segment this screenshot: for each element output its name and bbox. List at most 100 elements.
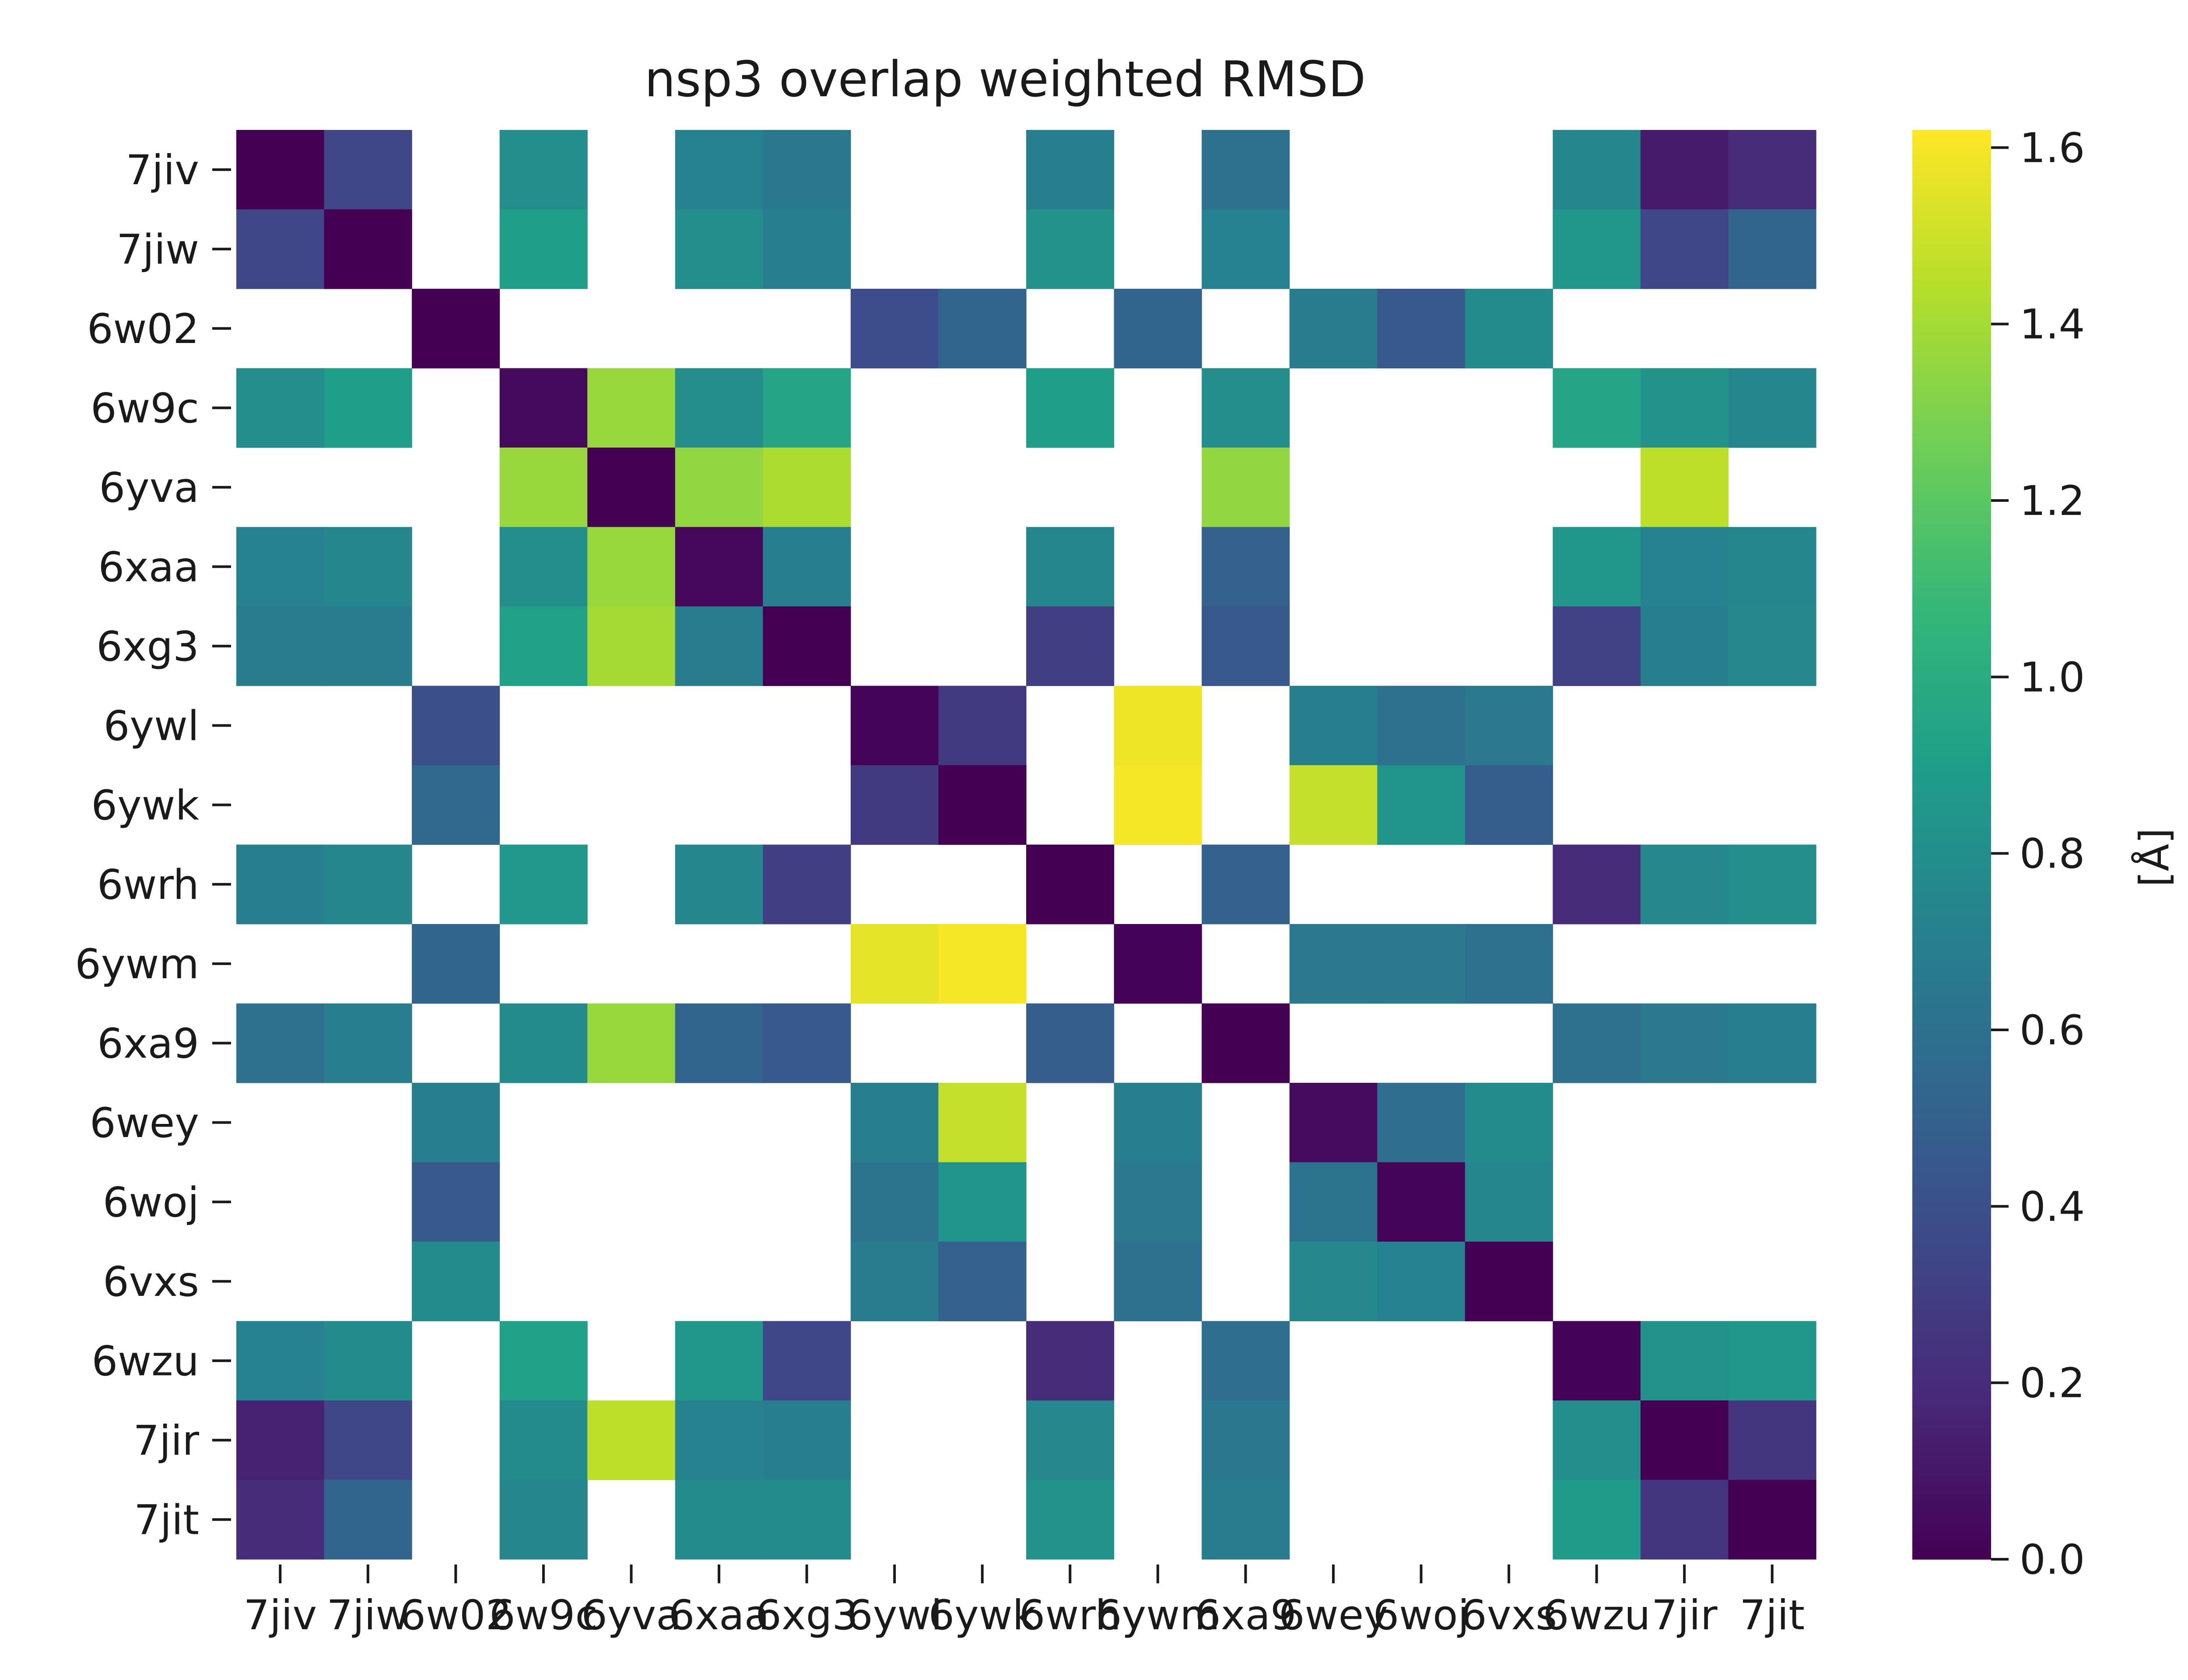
- heatmap-cell: [938, 1242, 1027, 1322]
- colorbar-segment: [1912, 755, 1991, 762]
- y-tick-label: 6ywm: [75, 941, 199, 988]
- colorbar-segment: [1912, 1553, 1991, 1560]
- colorbar-segment: [1912, 630, 1991, 637]
- heatmap-cell: [1026, 1400, 1115, 1480]
- colorbar-segment: [1912, 910, 1991, 917]
- colorbar-segment: [1912, 1339, 1991, 1345]
- heatmap-cell: [1553, 130, 1641, 210]
- colorbar-segment: [1912, 130, 1991, 136]
- heatmap-cell: [324, 1480, 412, 1560]
- colorbar-segment: [1912, 1344, 1991, 1351]
- heatmap-cell: [675, 1480, 763, 1560]
- colorbar-segment: [1912, 1517, 1991, 1524]
- x-tick-label: 6wey: [1279, 1592, 1388, 1639]
- colorbar-segment: [1912, 844, 1991, 851]
- heatmap-cell: [324, 1400, 412, 1480]
- heatmap-cell: [1728, 844, 1816, 924]
- heatmap-cell: [763, 527, 851, 607]
- colorbar-segment: [1912, 517, 1991, 524]
- colorbar-segment: [1912, 987, 1991, 994]
- colorbar-segment: [1912, 707, 1991, 714]
- colorbar-segment: [1912, 958, 1991, 964]
- heatmap-cell: [324, 527, 412, 607]
- heatmap-cell: [1728, 368, 1816, 448]
- heatmap-cells: [236, 130, 1816, 1560]
- colorbar-segment: [1912, 1047, 1991, 1054]
- heatmap-cell: [236, 130, 325, 210]
- colorbar-segment: [1912, 934, 1991, 941]
- colorbar-segment: [1912, 284, 1991, 291]
- heatmap-cell: [587, 1003, 676, 1083]
- heatmap-cell: [236, 1400, 325, 1480]
- colorbar-segment: [1912, 237, 1991, 244]
- colorbar-segment: [1912, 1375, 1991, 1381]
- y-axis: 7jiv 7jiw 6w02 6w9c 6yva 6xaa 6xg3 6ywl 6ywk 6wrh…: [75, 147, 231, 1544]
- y-tick-label: 6wrh: [97, 861, 199, 909]
- heatmap-cell: [1202, 1400, 1290, 1480]
- colorbar-segment: [1912, 904, 1991, 911]
- heatmap-cell: [1202, 368, 1290, 448]
- colorbar-segment: [1912, 1136, 1991, 1143]
- colorbar-segment: [1912, 1041, 1991, 1048]
- colorbar-segment: [1912, 1202, 1991, 1208]
- colorbar-segment: [1912, 821, 1991, 827]
- colorbar-segment: [1912, 576, 1991, 583]
- colorbar-segment: [1912, 439, 1991, 446]
- colorbar-segment: [1912, 1077, 1991, 1083]
- colorbar-segment: [1912, 380, 1991, 387]
- colorbar-segment: [1912, 648, 1991, 654]
- colorbar-segment: [1912, 326, 1991, 333]
- x-tick-label: 7jiw: [326, 1592, 409, 1639]
- colorbar-segment: [1912, 1410, 1991, 1417]
- colorbar-segment: [1912, 1243, 1991, 1250]
- x-tick-label: 7jir: [1652, 1592, 1718, 1639]
- heatmap-cell: [587, 527, 676, 607]
- heatmap-cell: [1728, 1400, 1816, 1480]
- colorbar-segment: [1912, 606, 1991, 613]
- colorbar-segment: [1912, 719, 1991, 726]
- colorbar-segment: [1912, 1398, 1991, 1405]
- heatmap-cell: [938, 686, 1027, 766]
- colorbar-segment: [1912, 511, 1991, 518]
- heatmap-cell: [850, 1242, 939, 1322]
- colorbar-segment: [1912, 398, 1991, 404]
- colorbar-segment: [1912, 1250, 1991, 1256]
- colorbar-segment: [1912, 165, 1991, 172]
- heatmap-cell: [1202, 1003, 1290, 1083]
- colorbar-segment: [1912, 666, 1991, 672]
- y-tick-label: 6xaa: [98, 543, 199, 591]
- heatmap-cell: [1026, 1003, 1115, 1083]
- colorbar-segment: [1912, 833, 1991, 839]
- colorbar-segment: [1912, 612, 1991, 619]
- y-tick-label: 7jiv: [126, 147, 199, 194]
- colorbar-segment: [1912, 481, 1991, 488]
- colorbar-segment: [1912, 1512, 1991, 1518]
- colorbar-segment: [1912, 1273, 1991, 1280]
- colorbar-segment: [1912, 714, 1991, 720]
- heatmap-cell: [1728, 1003, 1816, 1083]
- colorbar-segment: [1912, 970, 1991, 976]
- x-tick-label: 6wrh: [1019, 1592, 1121, 1639]
- heatmap-cell: [1640, 209, 1729, 289]
- colorbar-segment: [1912, 815, 1991, 821]
- heatmap-cell: [236, 368, 325, 448]
- heatmap-cell: [587, 1400, 676, 1480]
- heatmap-cell: [324, 606, 412, 686]
- heatmap-cell: [1114, 765, 1202, 845]
- heatmap-cell: [1026, 130, 1115, 210]
- heatmap-cell: [938, 765, 1027, 845]
- colorbar-segment: [1912, 945, 1991, 952]
- heatmap-cell: [412, 686, 500, 766]
- heatmap-cell: [1114, 924, 1202, 1004]
- x-tick-label: 6xg3: [755, 1592, 858, 1639]
- heatmap-cell: [1026, 1480, 1115, 1560]
- colorbar-segment: [1912, 1267, 1991, 1274]
- colorbar-segment: [1912, 1166, 1991, 1172]
- heatmap-cell: [1553, 844, 1641, 924]
- heatmap-cell: [236, 844, 325, 924]
- heatmap-cell: [763, 1321, 851, 1401]
- heatmap-cell: [1114, 289, 1202, 369]
- colorbar-segment: [1912, 761, 1991, 768]
- colorbar-segment: [1912, 559, 1991, 565]
- heatmap-cell: [1202, 1321, 1290, 1401]
